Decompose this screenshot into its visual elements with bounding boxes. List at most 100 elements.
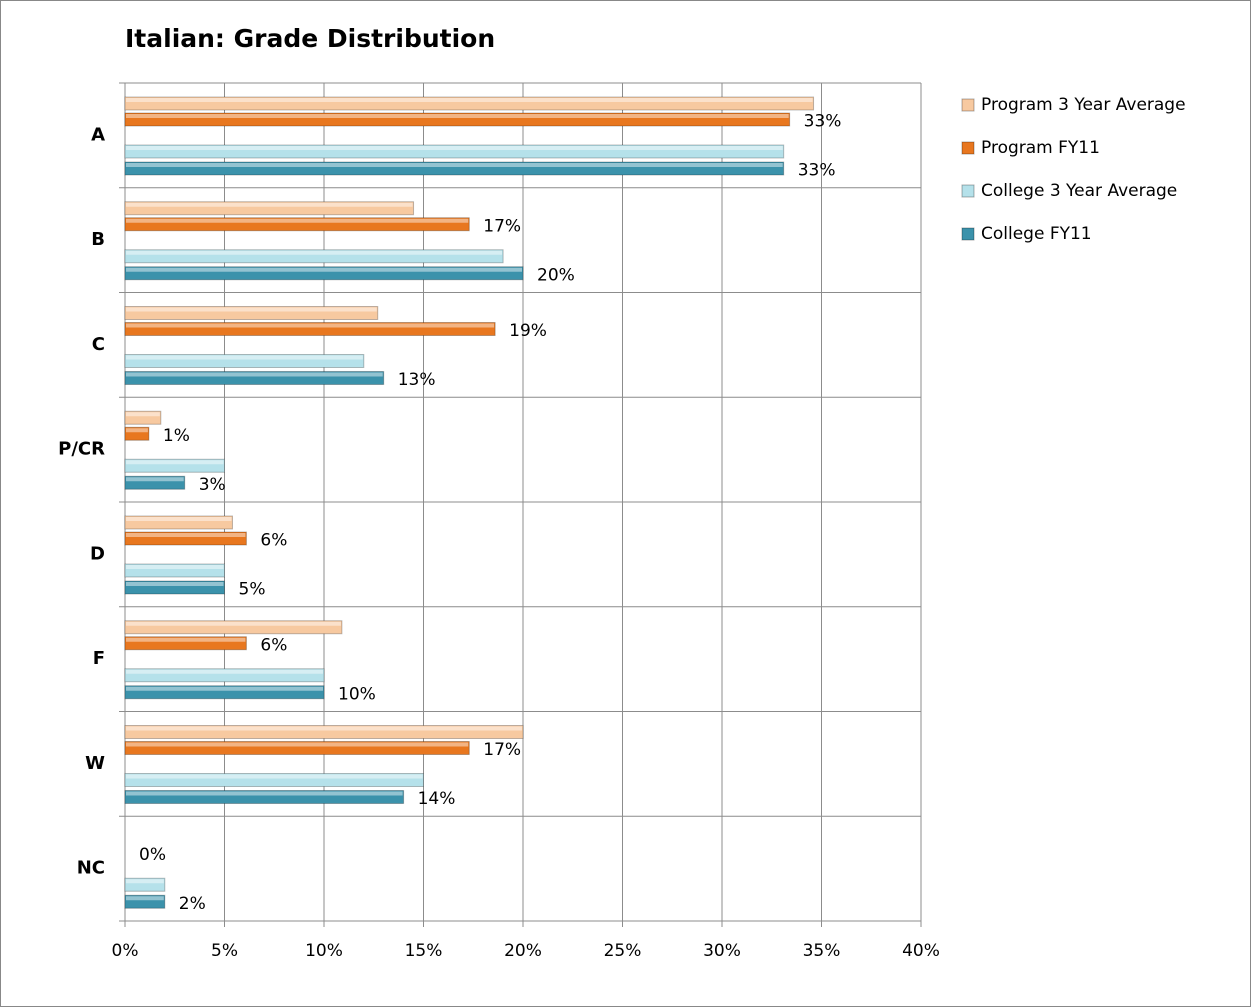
y-tick-label: W [85,753,105,774]
bar [124,354,365,368]
legend-label: College 3 Year Average [981,181,1177,201]
bar-highlight [126,98,813,102]
data-label: 1% [163,426,190,446]
legend-swatch [961,98,975,112]
bar-highlight [126,163,783,167]
bar-highlight [126,791,403,796]
data-label: 5% [239,580,266,600]
bar-highlight [126,307,377,312]
legend-swatch [961,227,975,241]
bar-highlight [126,621,341,626]
y-tick-label: NC [77,858,105,879]
bar [124,322,496,336]
bar [124,371,385,385]
bar-highlight [126,726,522,731]
bar-highlight [126,372,383,377]
bar [124,894,166,909]
bar [124,741,470,755]
bar-highlight [126,412,160,417]
data-label: 17% [483,216,521,236]
bar [124,563,225,578]
y-tick-label: A [91,124,105,145]
data-label: 33% [804,112,842,132]
bar [124,306,379,320]
bar-highlight [126,428,148,433]
bar-highlight [126,879,164,884]
bar [124,201,415,216]
data-label: 19% [509,321,547,341]
x-tick-label: 10% [305,941,343,961]
bar-highlight [126,637,246,642]
data-label: 17% [483,740,521,760]
y-tick-label: C [92,334,105,355]
legend-swatch [961,141,975,155]
y-tick-label: F [93,648,105,669]
bar [124,685,325,700]
bar-highlight [126,477,184,482]
bar [124,790,405,804]
bar-highlight [126,533,246,537]
x-tick-label: 20% [504,941,542,961]
y-tick-label: D [90,543,105,564]
chart-title: Italian: Grade Distribution [125,24,495,53]
bar [124,773,424,787]
bar [124,725,524,739]
bar-highlight [126,114,789,118]
bar-highlight [126,517,232,521]
bar [124,426,150,441]
data-label: 14% [418,789,456,809]
bar-highlight [126,896,164,901]
data-label: 6% [260,531,287,551]
x-tick-label: 40% [902,941,940,961]
bar [124,161,785,176]
x-tick-label: 25% [604,941,642,961]
data-label: 13% [398,370,436,390]
data-label: 0% [139,845,166,865]
legend-swatch [961,184,975,198]
bar [124,112,791,127]
bar-highlight [126,742,469,747]
bar [124,877,166,892]
data-label: 20% [537,265,575,285]
bar-highlight [126,146,783,150]
bar [124,249,504,264]
bar [124,580,225,595]
bar-highlight [126,686,323,691]
bar [124,636,247,651]
x-tick-label: 35% [803,941,841,961]
x-tick-label: 5% [211,941,238,961]
data-label: 6% [260,635,287,655]
x-tick-label: 0% [112,941,139,961]
bar [124,668,325,683]
bar-highlight [126,669,323,674]
data-label: 3% [199,475,226,495]
data-label: 2% [179,894,206,914]
bar-highlight [126,202,413,207]
bar-highlight [126,250,503,255]
bar-highlight [126,355,363,360]
data-label: 10% [338,684,376,704]
bar-highlight [126,565,224,569]
bar [124,144,785,159]
x-tick-label: 30% [703,941,741,961]
legend-label: Program 3 Year Average [981,95,1186,115]
bar [124,458,225,473]
legend-label: Program FY11 [981,138,1100,158]
y-tick-label: B [91,229,105,250]
legend-label: College FY11 [981,224,1092,244]
bar [124,96,815,111]
bar-highlight [126,323,495,328]
bar [124,266,524,281]
bar-highlight [126,774,423,779]
x-tick-label: 15% [405,941,443,961]
bar [124,217,470,232]
data-label: 33% [798,161,836,181]
y-tick-label: P/CR [58,439,105,460]
bar-highlight [126,460,224,465]
bar [124,515,233,530]
bar-highlight [126,267,522,272]
bar [124,410,162,425]
bar [124,620,343,635]
bar [124,475,186,490]
